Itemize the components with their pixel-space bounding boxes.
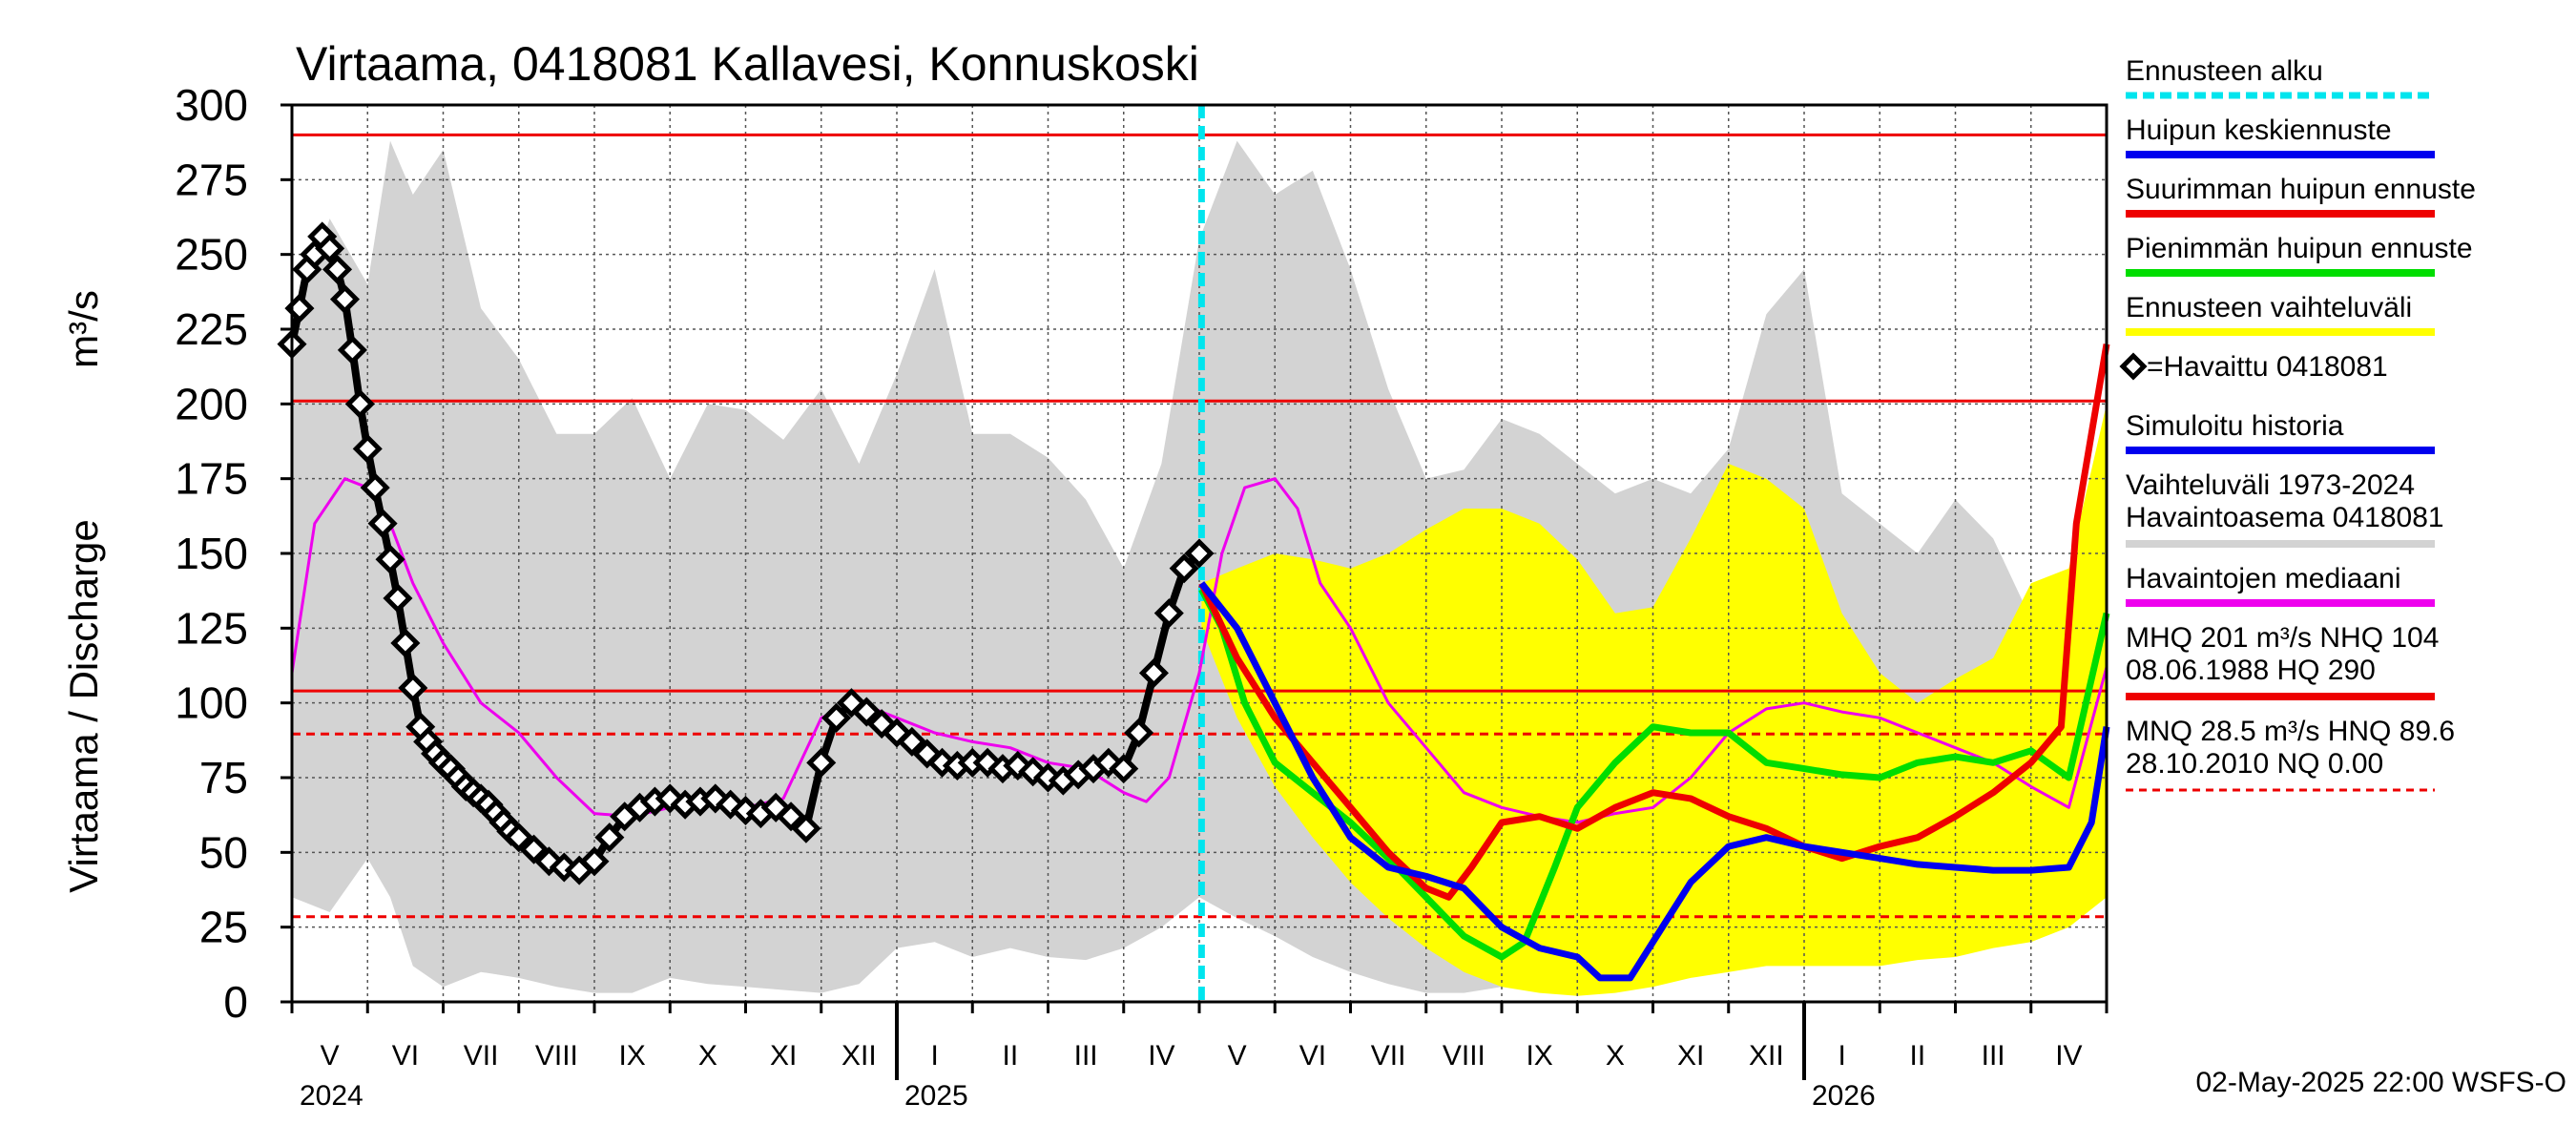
- month-label: VII: [464, 1040, 499, 1072]
- legend-label: Havaintojen mediaani: [2126, 563, 2401, 594]
- legend-label: Huipun keskiennuste: [2126, 114, 2392, 146]
- month-label: XI: [770, 1040, 797, 1072]
- legend-label-line2: 28.10.2010 NQ 0.00: [2126, 748, 2383, 780]
- legend-label: Simuloitu historia: [2126, 410, 2344, 442]
- chart-title: Virtaama, 0418081 Kallavesi, Konnuskoski: [296, 37, 1199, 91]
- observed-point: [1138, 657, 1169, 688]
- legend-label-line2: 08.06.1988 HQ 290: [2126, 655, 2376, 686]
- x-axis: V VI VII VIII IX X XI XII I II III IV V VI VII VIII IX X X…: [290, 1002, 2109, 1112]
- legend-label: Pienimmän huipun ennuste: [2126, 233, 2473, 264]
- month-label: I: [930, 1040, 938, 1072]
- y-tick-label: 175: [175, 454, 248, 504]
- observed-point: [776, 802, 806, 832]
- observed-point: [322, 254, 353, 284]
- y-tick-label: 25: [199, 903, 248, 952]
- observed-point: [1003, 750, 1033, 781]
- observed-point: [337, 335, 367, 365]
- y-tick-label: 250: [175, 230, 248, 280]
- observed-point: [1109, 754, 1139, 784]
- series-line-havaintojen-mediaani: [290, 477, 2109, 824]
- y-axis-unit: m³/s: [61, 290, 106, 368]
- observed-point: [519, 834, 550, 864]
- month-label: III: [1982, 1040, 2005, 1072]
- y-ticks: 0 25 50 75 100 125 150 175 200 225 250 275 300: [175, 80, 292, 1027]
- observed-point: [1124, 718, 1154, 748]
- month-label: X: [698, 1040, 717, 1072]
- legend-label: =Havaittu 0418081: [2147, 351, 2388, 383]
- y-tick-label: 75: [199, 753, 248, 802]
- observed-point: [836, 688, 866, 718]
- month-label: VI: [392, 1040, 419, 1072]
- month-label: IV: [2055, 1040, 2082, 1072]
- month-label: V: [321, 1040, 340, 1072]
- legend-marker-diamond: [2119, 352, 2148, 381]
- observed-point: [315, 233, 345, 263]
- observed-point: [375, 544, 405, 574]
- observed-point: [390, 628, 421, 658]
- observed-point: [806, 747, 837, 778]
- observed-point: [398, 673, 428, 703]
- year-label: 2026: [1812, 1080, 1876, 1112]
- y-tick-label: 150: [175, 529, 248, 578]
- y-tick-label: 0: [223, 977, 248, 1027]
- month-label: V: [1228, 1040, 1247, 1072]
- observed-markers: [277, 221, 1215, 885]
- y-tick-label: 200: [175, 379, 248, 428]
- legend-label: Suurimman huipun ennuste: [2126, 174, 2476, 205]
- observed-point: [352, 433, 383, 464]
- year-label: 2025: [904, 1080, 968, 1112]
- month-label: II: [1003, 1040, 1019, 1072]
- observed-point: [344, 388, 375, 419]
- footer-timestamp: 02-May-2025 22:00 WSFS-O: [2196, 1067, 2567, 1098]
- month-label: XII: [841, 1040, 877, 1072]
- legend-label: MNQ 28.5 m³/s HNQ 89.6: [2126, 716, 2455, 747]
- legend-label: Ennusteen alku: [2126, 55, 2323, 87]
- month-label: IV: [1148, 1040, 1174, 1072]
- observed-point: [383, 583, 413, 614]
- legend-label: MHQ 201 m³/s NHQ 104: [2126, 622, 2439, 654]
- observed-point: [504, 822, 534, 853]
- month-label: I: [1838, 1040, 1845, 1072]
- series-lines: [290, 344, 2110, 982]
- observed-point: [897, 726, 927, 757]
- month-label: IX: [1526, 1040, 1552, 1072]
- observed-point: [791, 813, 821, 843]
- y-tick-label: 50: [199, 827, 248, 877]
- observed-point: [360, 472, 390, 503]
- y-tick-label: 275: [175, 155, 248, 204]
- series-line-huipun-keskiennuste: [1198, 581, 2110, 982]
- year-label: 2024: [300, 1080, 364, 1112]
- grid: [292, 105, 2107, 1002]
- y-axis-label: Virtaama / Discharge: [61, 519, 106, 892]
- month-label: VIII: [535, 1040, 578, 1072]
- observed-point: [367, 509, 398, 539]
- month-label: II: [1910, 1040, 1926, 1072]
- month-label: XI: [1677, 1040, 1704, 1072]
- observed-point: [1169, 553, 1199, 584]
- month-label: VI: [1299, 1040, 1326, 1072]
- legend-label-line2: Havaintoasema 0418081: [2126, 502, 2444, 533]
- observed-point: [1153, 598, 1184, 629]
- observed-point: [821, 702, 852, 733]
- y-tick-label: 225: [175, 304, 248, 354]
- y-tick-label: 125: [175, 603, 248, 653]
- month-label: X: [1606, 1040, 1625, 1072]
- y-tick-label: 100: [175, 678, 248, 728]
- legend-label: Ennusteen vaihteluväli: [2126, 292, 2412, 323]
- month-label: VIII: [1443, 1040, 1485, 1072]
- month-label: III: [1074, 1040, 1098, 1072]
- month-label: VII: [1371, 1040, 1406, 1072]
- month-label: IX: [618, 1040, 645, 1072]
- observed-point: [1184, 538, 1215, 569]
- y-tick-label: 300: [175, 80, 248, 130]
- legend-label: Vaihteluväli 1973-2024: [2126, 469, 2415, 501]
- legend: Ennusteen alku Huipun keskiennuste Suurimm…: [2119, 55, 2476, 792]
- observed-point: [851, 697, 882, 727]
- observed-point: [329, 284, 361, 315]
- month-label: XII: [1749, 1040, 1784, 1072]
- observed-point: [579, 846, 610, 877]
- observed-point: [594, 822, 625, 853]
- series-line-suurimman-huipun-ennuste: [1198, 344, 2110, 901]
